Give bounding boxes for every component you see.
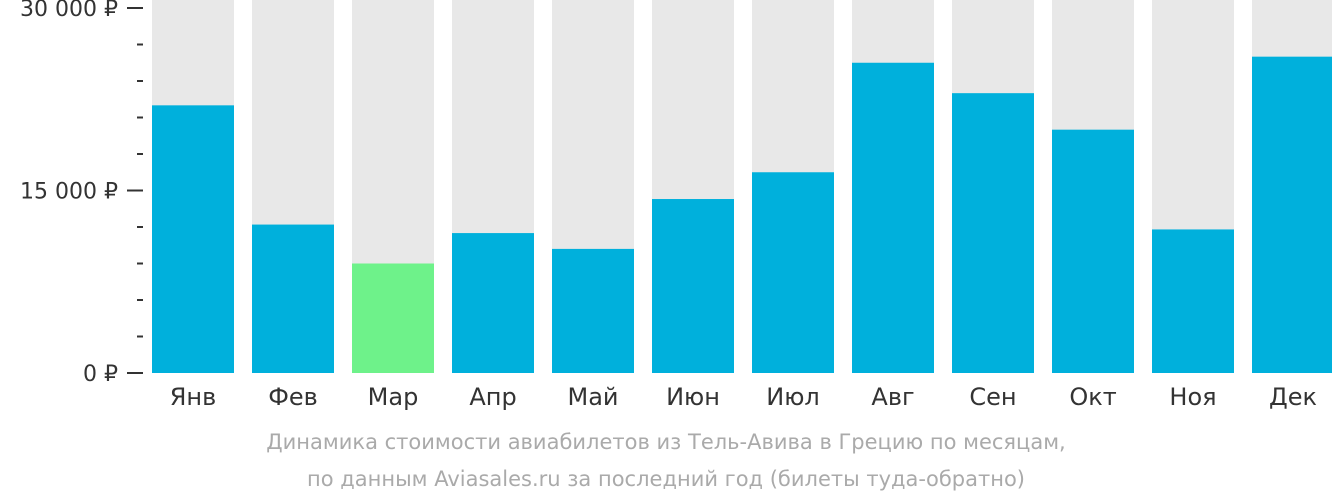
bar-11	[1152, 229, 1234, 373]
x-tick-label: Сен	[969, 383, 1016, 411]
bar-9	[952, 93, 1034, 374]
bar-2	[252, 224, 334, 373]
bar-12	[1252, 56, 1332, 374]
chart-caption-line-1: Динамика стоимости авиабилетов из Тель-А…	[266, 430, 1066, 454]
x-tick-label: Апр	[469, 383, 516, 411]
x-tick-label: Июн	[666, 383, 720, 411]
x-tick-label: Дек	[1269, 383, 1317, 411]
bar-3	[352, 263, 434, 373]
y-axis: 0 ₽ 15 000 ₽ 30 000 ₽	[20, 0, 143, 387]
x-tick-label: Янв	[170, 383, 217, 411]
x-tick-label: Авг	[871, 383, 914, 411]
bar-8	[852, 62, 934, 373]
bars	[152, 56, 1332, 374]
x-tick-label: Май	[567, 383, 618, 411]
x-tick-label: Июл	[766, 383, 820, 411]
bar-7	[752, 172, 834, 373]
x-tick-label: Окт	[1069, 383, 1116, 411]
y-tick-label: 30 000 ₽	[20, 0, 118, 22]
bar-1	[152, 105, 234, 373]
x-axis-labels: Янв Фев Мар Апр Май Июн Июл Авг Сен Окт Ноя Дек	[170, 383, 1317, 411]
bar-4	[452, 233, 534, 373]
y-tick-label: 15 000 ₽	[20, 180, 118, 205]
x-tick-label: Ноя	[1169, 383, 1216, 411]
bar-10	[1052, 129, 1134, 373]
chart-caption-line-2: по данным Aviasales.ru за последний год …	[307, 467, 1025, 491]
y-tick-label: 0 ₽	[83, 362, 118, 387]
x-tick-label: Мар	[368, 383, 419, 411]
x-tick-label: Фев	[268, 383, 318, 411]
bar-6	[652, 199, 734, 373]
bar-5	[552, 248, 634, 373]
